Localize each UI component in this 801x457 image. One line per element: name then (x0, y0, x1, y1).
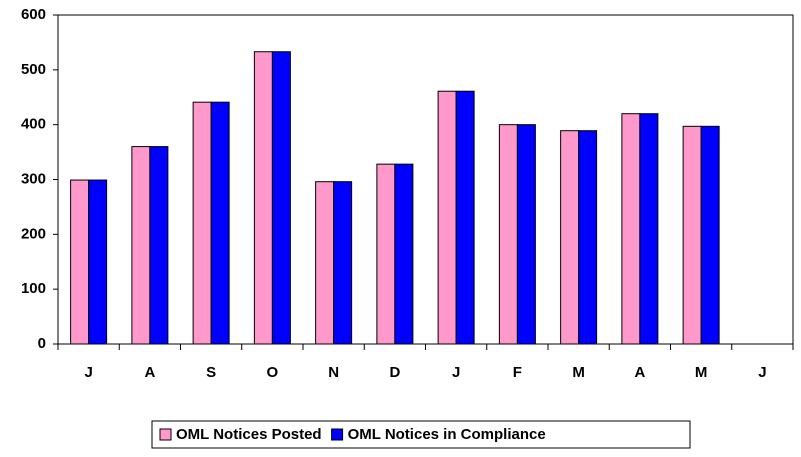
bar (149, 146, 169, 345)
x-tick-label: D (389, 364, 400, 381)
legend-swatch (159, 428, 172, 441)
y-tick-label: 100 (21, 280, 46, 297)
bar (210, 101, 230, 345)
legend (151, 420, 691, 449)
bar (516, 124, 536, 345)
y-tick-label: 500 (21, 61, 46, 78)
legend-swatch (331, 428, 344, 441)
bar (682, 125, 702, 345)
bar (131, 146, 151, 345)
plot-frame (57, 14, 794, 345)
bar (437, 90, 457, 345)
bar (394, 163, 414, 345)
bar (70, 179, 90, 345)
x-tick-label: J (758, 364, 766, 381)
bar (700, 125, 720, 345)
y-tick-label: 200 (21, 225, 46, 242)
x-tick-label: J (84, 364, 92, 381)
y-tick-label: 400 (21, 116, 46, 133)
y-tick-label: 0 (38, 335, 46, 352)
x-tick-label: J (452, 364, 460, 381)
x-tick-label: N (328, 364, 339, 381)
bar (253, 51, 273, 345)
x-tick-label: A (144, 364, 155, 381)
x-tick-label: O (267, 364, 279, 381)
bar (621, 113, 641, 345)
x-tick-label: F (513, 364, 522, 381)
y-tick-label: 600 (21, 6, 46, 23)
bar (376, 163, 396, 345)
x-tick-label: A (634, 364, 645, 381)
bar (88, 179, 108, 345)
legend-label: OML Notices in Compliance (348, 426, 546, 443)
bar (333, 181, 353, 345)
bar (192, 101, 212, 345)
bar (498, 124, 518, 345)
x-tick-label: M (572, 364, 585, 381)
bar (315, 181, 335, 345)
bar (271, 51, 291, 345)
bar (639, 113, 659, 345)
bar (578, 130, 598, 345)
bar (455, 90, 475, 345)
bar (560, 130, 580, 345)
y-tick-label: 300 (21, 170, 46, 187)
x-tick-label: S (206, 364, 216, 381)
legend-label: OML Notices Posted (176, 426, 322, 443)
x-tick-label: M (695, 364, 708, 381)
